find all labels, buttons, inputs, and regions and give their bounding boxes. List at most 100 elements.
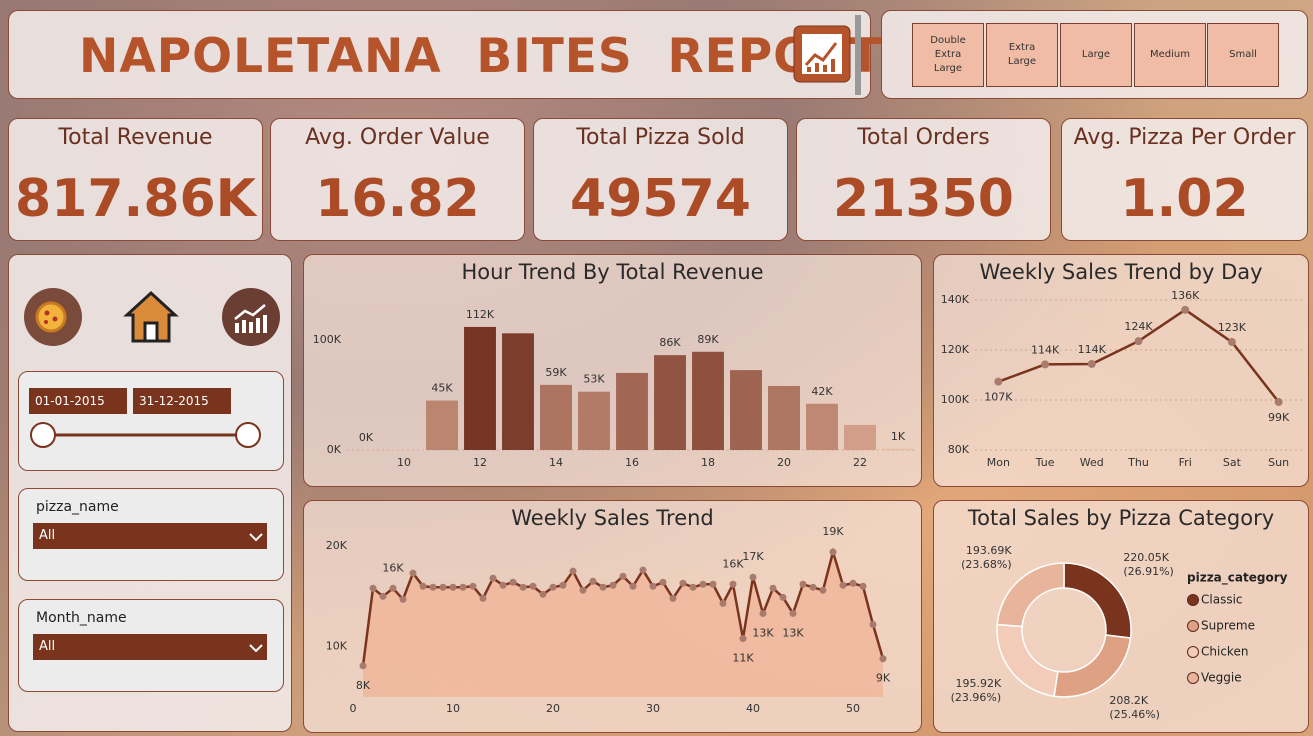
bar bbox=[730, 370, 762, 450]
x-tick-label: 22 bbox=[853, 456, 867, 469]
x-tick-label: 12 bbox=[473, 456, 487, 469]
data-label: 1K bbox=[891, 430, 906, 443]
date-slicer: 01-01-2015 31-12-2015 bbox=[18, 371, 284, 471]
data-label: 136K bbox=[1171, 289, 1200, 302]
donut-slice bbox=[1063, 562, 1132, 639]
donut-slice bbox=[996, 623, 1059, 698]
slicer-label: pizza_name bbox=[36, 499, 119, 515]
point bbox=[879, 655, 887, 663]
point bbox=[429, 583, 437, 591]
point bbox=[1181, 305, 1190, 314]
data-label: 114K bbox=[1031, 343, 1060, 356]
dropdown[interactable]: All bbox=[33, 523, 267, 549]
nav-icons bbox=[24, 288, 280, 346]
point bbox=[689, 583, 697, 591]
point bbox=[569, 567, 577, 575]
size-button[interactable]: Double Extra Large bbox=[912, 23, 984, 87]
x-tick-label: Thu bbox=[1127, 456, 1149, 469]
x-tick-label: 30 bbox=[646, 702, 660, 715]
size-button[interactable]: Medium bbox=[1134, 23, 1206, 87]
kpi-label: Avg. Order Value bbox=[305, 125, 490, 150]
point bbox=[409, 569, 417, 577]
x-tick-label: Wed bbox=[1080, 456, 1104, 469]
chart-title: Total Sales by Pizza Category bbox=[967, 506, 1274, 530]
donut-slice bbox=[1053, 634, 1132, 698]
legend-label: Chicken bbox=[1201, 645, 1248, 659]
x-tick-label: 10 bbox=[397, 456, 411, 469]
y-tick-label: 100K bbox=[313, 333, 342, 346]
kpi-card: Total Orders 21350 bbox=[796, 118, 1051, 241]
kpi-label: Total Orders bbox=[857, 125, 990, 150]
data-label: 42K bbox=[811, 385, 833, 398]
date-to[interactable]: 31-12-2015 bbox=[133, 388, 231, 414]
point bbox=[399, 595, 407, 603]
y-tick-label: 0K bbox=[327, 443, 342, 456]
point bbox=[1274, 397, 1283, 406]
bar bbox=[540, 384, 572, 450]
kpi-label: Total Pizza Sold bbox=[576, 125, 745, 150]
point bbox=[439, 583, 447, 591]
bar bbox=[692, 351, 724, 450]
point bbox=[799, 580, 807, 588]
point bbox=[379, 592, 387, 600]
bar bbox=[806, 403, 838, 450]
point bbox=[789, 609, 797, 617]
kpi-card: Avg. Pizza Per Order 1.02 bbox=[1061, 118, 1308, 241]
y-tick-label: 100K bbox=[941, 393, 970, 406]
point bbox=[819, 586, 827, 594]
legend-label: Classic bbox=[1201, 593, 1243, 607]
point bbox=[649, 582, 657, 590]
bar bbox=[882, 448, 914, 450]
x-tick-label: Mon bbox=[987, 456, 1010, 469]
point bbox=[769, 584, 777, 592]
legend-swatch bbox=[1187, 620, 1199, 632]
home-nav-icon[interactable] bbox=[123, 290, 179, 343]
point bbox=[389, 584, 397, 592]
data-label: 8K bbox=[356, 679, 371, 692]
data-label: 11K bbox=[732, 652, 754, 665]
data-label: 195.92K bbox=[955, 677, 1001, 690]
point bbox=[559, 581, 567, 589]
size-button[interactable]: Extra Large bbox=[986, 23, 1058, 87]
kpi-value: 49574 bbox=[570, 169, 751, 229]
bar bbox=[578, 391, 610, 450]
kpi-label: Total Revenue bbox=[58, 125, 213, 150]
chart-title: Hour Trend By Total Revenue bbox=[461, 260, 763, 284]
data-label: 13K bbox=[782, 626, 804, 639]
data-label: 45K bbox=[431, 382, 453, 395]
pizza-nav-icon[interactable] bbox=[24, 288, 82, 346]
bar bbox=[616, 372, 648, 450]
size-button[interactable]: Large bbox=[1060, 23, 1132, 87]
data-label: 112K bbox=[466, 308, 495, 321]
data-label: 123K bbox=[1218, 321, 1247, 334]
point bbox=[759, 609, 767, 617]
x-tick-label: 10 bbox=[446, 702, 460, 715]
point bbox=[859, 582, 867, 590]
data-label: 17K bbox=[742, 550, 764, 563]
data-label: 16K bbox=[382, 561, 404, 574]
point bbox=[639, 566, 647, 574]
x-tick-label: 0 bbox=[350, 702, 357, 715]
point bbox=[1041, 360, 1050, 369]
data-label: (25.46%) bbox=[1109, 708, 1160, 721]
slider-handle[interactable] bbox=[30, 422, 56, 448]
point bbox=[519, 583, 527, 591]
donut-slice bbox=[996, 562, 1065, 628]
size-button[interactable]: Small bbox=[1207, 23, 1279, 87]
kpi-label: Avg. Pizza Per Order bbox=[1073, 125, 1296, 150]
y-tick-label: 20K bbox=[326, 539, 348, 552]
dropdown[interactable]: All bbox=[33, 634, 267, 660]
data-label: (23.96%) bbox=[951, 691, 1002, 704]
date-from[interactable]: 01-01-2015 bbox=[29, 388, 127, 414]
point bbox=[829, 548, 837, 556]
chart-nav-icon[interactable] bbox=[222, 288, 280, 346]
point bbox=[994, 377, 1003, 386]
data-label: 0K bbox=[359, 431, 374, 444]
nav-panel: 01-01-2015 31-12-2015 pizza_name All Mon… bbox=[8, 254, 292, 732]
point bbox=[479, 594, 487, 602]
dropdown-chevrons bbox=[249, 533, 263, 653]
slider-handle[interactable] bbox=[235, 422, 261, 448]
x-tick-label: Sun bbox=[1268, 456, 1289, 469]
point bbox=[1087, 359, 1096, 368]
